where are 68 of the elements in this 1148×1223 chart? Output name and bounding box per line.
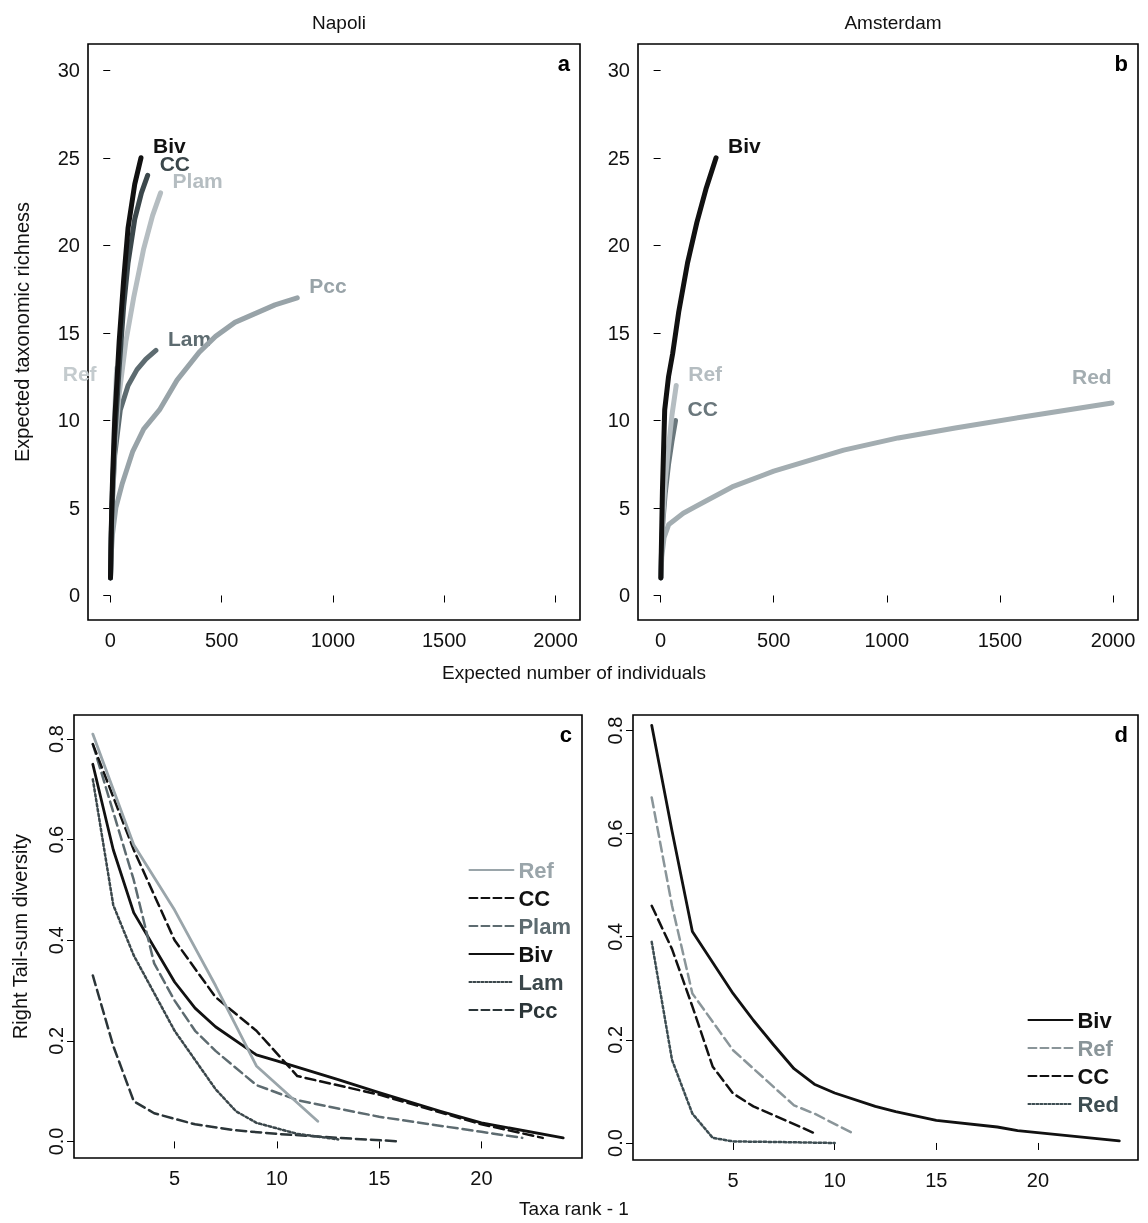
x-tick-label: 2000 xyxy=(1090,629,1136,651)
y-tick-label: 0.4 xyxy=(45,926,67,955)
y-tick-label: 30 xyxy=(57,59,80,82)
series-label: Ref xyxy=(688,361,724,385)
x-tick-label: 15 xyxy=(368,1167,391,1189)
x-tick-label: 2000 xyxy=(533,629,578,651)
series-label: Pcc xyxy=(309,274,347,298)
chart-title: Amsterdam xyxy=(844,12,942,33)
x-tick-label: 10 xyxy=(265,1167,288,1189)
y-tick-label: 10 xyxy=(57,409,80,432)
legend-label: Biv xyxy=(1077,1007,1113,1033)
annotation: d xyxy=(1114,721,1129,747)
x-axis-title: Expected number of individuals xyxy=(440,662,707,684)
y-tick-label: 0 xyxy=(68,584,80,607)
y-tick-label: 15 xyxy=(57,321,80,344)
x-tick-label: 5 xyxy=(727,1169,739,1191)
legend-label: Pcc xyxy=(518,997,558,1023)
legend-label: CC xyxy=(1077,1063,1110,1089)
y-tick-label: 25 xyxy=(607,146,630,169)
y-tick-label: 0.6 xyxy=(604,819,626,848)
x-tick-label: 0 xyxy=(655,629,667,651)
y-tick-label: 0.8 xyxy=(45,725,67,754)
annotation: c xyxy=(559,721,573,747)
y-tick-label: 0 xyxy=(618,584,630,607)
y-axis-title: Right Tail-sum diversity xyxy=(9,833,31,1040)
x-tick-label: 500 xyxy=(757,629,791,651)
y-tick-label: 0.0 xyxy=(45,1127,67,1156)
y-tick-label: 0.2 xyxy=(604,1025,626,1054)
y-tick-label: 0.0 xyxy=(604,1129,626,1157)
y-tick-label: 30 xyxy=(607,59,630,82)
annotation: a xyxy=(557,50,571,76)
x-tick-label: 1500 xyxy=(421,629,467,651)
x-tick-label: 1000 xyxy=(310,629,356,651)
y-tick-label: 15 xyxy=(607,321,630,344)
y-axis-title: Expected taxonomic richness xyxy=(11,201,33,463)
y-tick-label: 5 xyxy=(618,496,630,519)
y-tick-label: 20 xyxy=(57,234,80,257)
series-label: CC xyxy=(687,396,718,420)
x-tick-label: 1500 xyxy=(977,629,1023,651)
series-label: Biv xyxy=(152,134,186,158)
legend-label: Lam xyxy=(518,969,564,995)
chart-title: Napoli xyxy=(312,12,366,33)
annotation: b xyxy=(1114,50,1129,76)
series-label: Biv xyxy=(728,134,762,158)
x-tick-label: 20 xyxy=(1026,1169,1050,1191)
legend-label: Biv xyxy=(518,941,554,967)
legend-label: Plam xyxy=(518,913,572,939)
x-tick-label: 20 xyxy=(470,1167,493,1189)
legend-label: CC xyxy=(518,885,551,911)
x-tick-label: 10 xyxy=(823,1169,846,1191)
x-axis-title: Taxa rank - 1 xyxy=(518,1198,630,1220)
y-tick-label: 20 xyxy=(607,234,630,257)
y-tick-label: 25 xyxy=(57,146,80,169)
y-tick-label: 5 xyxy=(68,496,80,519)
x-tick-label: 15 xyxy=(925,1169,948,1191)
y-tick-label: 10 xyxy=(607,409,630,432)
y-tick-label: 0.2 xyxy=(45,1026,67,1055)
y-tick-label: 0.6 xyxy=(45,825,67,854)
legend-label: Red xyxy=(1077,1091,1119,1117)
y-tick-label: 0.4 xyxy=(604,922,626,951)
x-tick-label: 500 xyxy=(204,629,239,651)
series-label: Red xyxy=(1071,365,1112,389)
x-tick-label: 5 xyxy=(169,1167,181,1189)
x-tick-label: 0 xyxy=(104,629,116,651)
y-tick-label: 0.8 xyxy=(604,716,626,745)
legend-label: Ref xyxy=(1077,1035,1114,1061)
legend-label: Ref xyxy=(518,857,555,883)
x-tick-label: 1000 xyxy=(864,629,910,651)
